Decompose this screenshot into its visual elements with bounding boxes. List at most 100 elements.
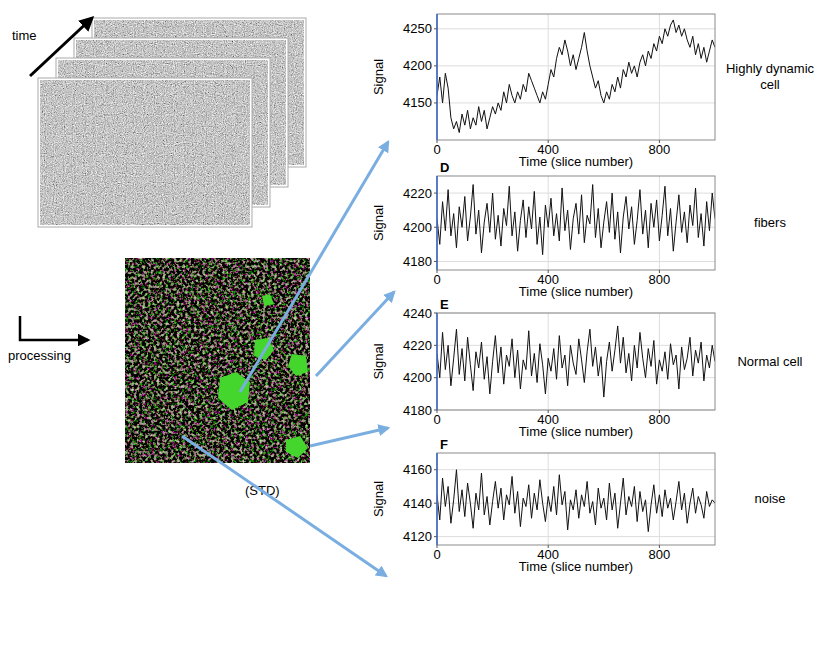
pointer-arrow	[182, 436, 386, 576]
y-tick-label: 4200	[403, 220, 432, 235]
y-tick	[434, 28, 437, 29]
annotation-line: Highly dynamic	[726, 61, 815, 76]
y-tick-label: 4200	[403, 58, 432, 73]
grid-line	[437, 193, 715, 194]
plot-frame	[437, 313, 715, 410]
std-image-bg	[125, 258, 310, 463]
y-axis-title: Signal	[371, 59, 386, 95]
y-tick	[434, 261, 437, 262]
series-annotation: Normal cell	[737, 354, 802, 369]
y-tick-label: 4180	[403, 254, 432, 269]
signal-line	[437, 470, 715, 532]
y-tick-label: 4160	[403, 462, 432, 477]
y-tick	[434, 102, 437, 103]
grid-line	[437, 65, 715, 66]
y-axis-title: Signal	[371, 343, 386, 379]
plot-frame	[437, 453, 715, 545]
grid-line	[659, 176, 660, 270]
y-tick-label: 4180	[403, 403, 432, 418]
line-group	[437, 20, 715, 133]
x-axis-title: Time (slice number)	[519, 559, 633, 574]
cell-blob	[218, 372, 250, 410]
time-arrow	[30, 18, 92, 76]
line-group	[437, 470, 715, 532]
panel-label: D	[440, 160, 449, 175]
x-tick-label: 0	[433, 412, 440, 427]
processing-arrow	[20, 316, 88, 340]
chart: 41804200422042400400800Time (slice numbe…	[371, 297, 803, 439]
grid-line	[437, 14, 438, 140]
x-tick-label: 800	[649, 412, 671, 427]
x-axis-title: Time (slice number)	[519, 284, 633, 299]
grid-line	[437, 377, 715, 378]
x-tick-label: 800	[649, 272, 671, 287]
grid-line	[437, 313, 438, 410]
pointer-arrow	[310, 428, 388, 446]
y-tick-label: 4250	[403, 21, 432, 36]
pointer-arrow	[240, 142, 388, 392]
line-group	[437, 185, 715, 255]
grid-line	[659, 14, 660, 140]
cell-blob	[262, 294, 274, 306]
y-tick	[434, 313, 437, 314]
y-tick	[434, 227, 437, 228]
grid-line	[437, 176, 438, 270]
annotation-line: Normal cell	[737, 354, 802, 369]
y-tick	[434, 536, 437, 537]
grid-line	[437, 28, 715, 29]
panel-label: F	[440, 437, 448, 452]
grid-line	[437, 261, 715, 262]
y-tick-label: 4140	[403, 496, 432, 511]
series-annotation: Highly dynamiccell	[726, 61, 815, 92]
y-axis-line	[436, 176, 438, 270]
frame-border	[38, 78, 252, 227]
signal-line	[437, 185, 715, 255]
grid-line	[437, 102, 715, 103]
plot-bg	[437, 14, 715, 140]
plot-bg	[437, 453, 715, 545]
time-label: time	[12, 28, 37, 43]
std-image-speckle	[125, 258, 310, 463]
y-tick	[434, 377, 437, 378]
grid-line	[548, 14, 549, 140]
cell-blob	[288, 354, 308, 376]
grid-line	[437, 469, 715, 470]
panel-label: E	[440, 297, 449, 312]
x-axis-title: Time (slice number)	[519, 424, 633, 439]
signal-line	[437, 20, 715, 133]
y-tick	[434, 469, 437, 470]
series-annotation: noise	[754, 491, 785, 506]
line-group	[437, 326, 715, 397]
grid-line	[437, 453, 438, 545]
plot-bg	[437, 313, 715, 410]
grid-line	[437, 536, 715, 537]
processing-label: processing	[8, 348, 71, 363]
y-axis-line	[436, 453, 438, 545]
cell-blob	[286, 436, 308, 458]
x-tick-label: 0	[433, 142, 440, 157]
annotation-line: noise	[754, 491, 785, 506]
chart: 4150420042500400800Time (slice number)Si…	[371, 14, 815, 169]
annotation-line: fibers	[754, 215, 786, 230]
grid-line	[437, 227, 715, 228]
x-tick-label: 0	[433, 272, 440, 287]
chart: 4120414041600400800Time (slice number)Si…	[371, 437, 786, 574]
y-axis-line	[436, 14, 438, 140]
figure: timeprocessing(STD)4150420042500400800Ti…	[0, 0, 827, 655]
y-axis-title: Signal	[371, 205, 386, 241]
y-tick-label: 4150	[403, 95, 432, 110]
chart: 4180420042200400800Time (slice number)Si…	[371, 160, 786, 299]
grid-line	[437, 345, 715, 346]
x-tick-label: 800	[649, 142, 671, 157]
y-tick	[434, 503, 437, 504]
x-axis-title: Time (slice number)	[519, 154, 633, 169]
y-tick	[434, 193, 437, 194]
y-tick-label: 4120	[403, 529, 432, 544]
plot-frame	[437, 14, 715, 140]
y-tick	[434, 65, 437, 66]
image-frame	[40, 80, 250, 225]
x-tick-label: 800	[649, 547, 671, 562]
x-tick-label: 0	[433, 547, 440, 562]
plot-frame	[437, 176, 715, 270]
y-tick-label: 4240	[403, 306, 432, 321]
